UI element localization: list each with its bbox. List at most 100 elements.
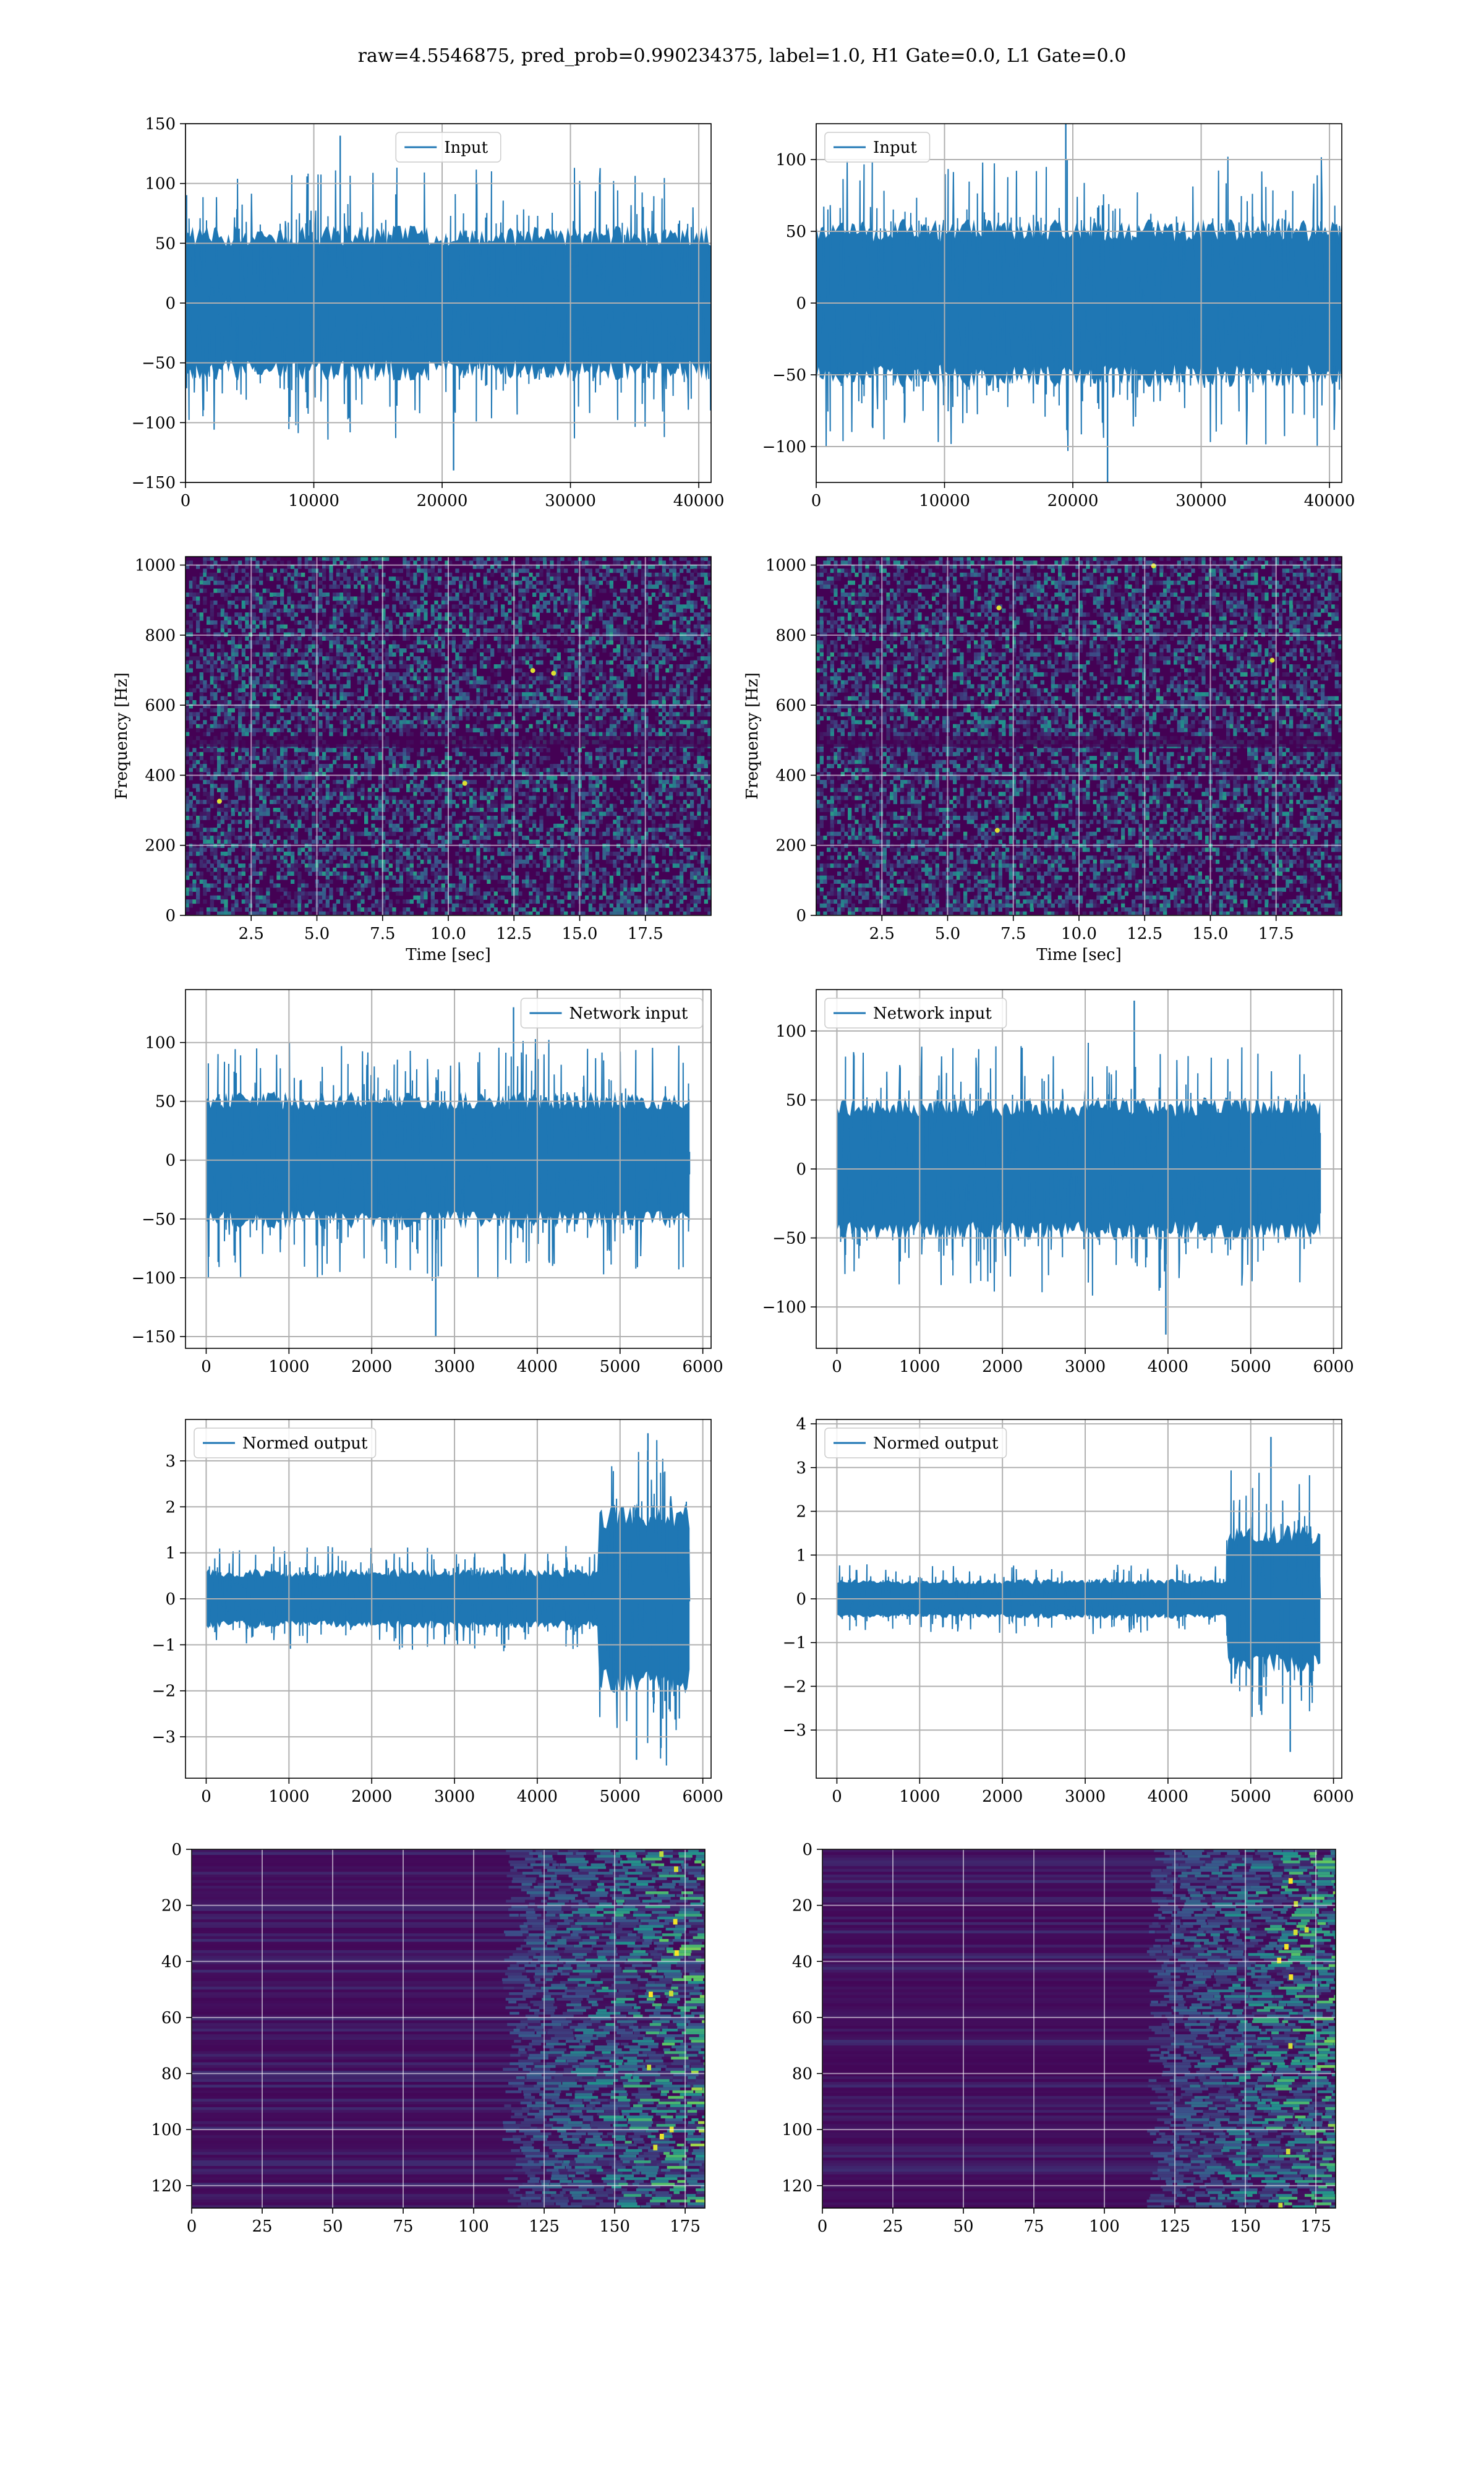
input-l1-ytick-label: 100 xyxy=(775,151,806,169)
feature-map-l1-ytick-label: 60 xyxy=(792,2009,812,2027)
input-h1-xtick-label: 40000 xyxy=(673,492,725,510)
spectrogram-l1-xtick-label: 5.0 xyxy=(935,925,960,943)
normed-output-h1-ytick-label: 0 xyxy=(165,1590,176,1609)
feature-map-h1-ytick-label: 120 xyxy=(151,2177,182,2196)
input-h1-xtick-label: 30000 xyxy=(545,492,596,510)
input-l1-xtick-label: 0 xyxy=(811,492,822,510)
spectrogram-l1-xlabel: Time [sec] xyxy=(1036,946,1122,964)
normed-output-h1-xtick-label: 5000 xyxy=(600,1787,641,1806)
network-input-h1-legend-label: Network input xyxy=(569,1004,688,1023)
input-h1-ytick-label: −150 xyxy=(132,474,176,492)
normed-output-h1-ytick-label: −3 xyxy=(152,1728,176,1747)
normed-output-l1-xtick-label: 1000 xyxy=(899,1787,940,1806)
network-input-l1-xtick-label: 1000 xyxy=(899,1358,940,1376)
normed-output-l1-series-line xyxy=(836,1470,1321,1717)
feature-map-h1-panel: 0 25 50 75 100 125 150 175 0 20 40 60 80 100 120 xyxy=(151,1841,706,2236)
input-h1-xtick-label: 0 xyxy=(181,492,191,510)
network-input-l1-xtick-label: 3000 xyxy=(1065,1358,1106,1376)
input-h1-ytick-label: 150 xyxy=(145,115,176,134)
input-l1-ytick-label: −100 xyxy=(762,438,806,456)
input-l1-ytick-label: 0 xyxy=(796,294,806,313)
spectrogram-l1-ytick-label: 400 xyxy=(775,766,806,785)
network-input-h1-series-line xyxy=(205,1038,691,1282)
network-input-l1-grid xyxy=(816,990,1342,1348)
network-input-l1-xtick-label: 0 xyxy=(832,1358,842,1376)
input-l1-series-line xyxy=(816,156,1342,452)
network-input-h1-ytick-label: 50 xyxy=(155,1093,176,1111)
spectrogram-l1-xtick-label: 15.0 xyxy=(1193,925,1229,943)
feature-map-l1-xtick-label: 25 xyxy=(882,2217,903,2236)
network-input-l1-xtick-label: 2000 xyxy=(982,1358,1023,1376)
spectrogram-l1-xtick-label: 12.5 xyxy=(1127,925,1162,943)
spectrogram-l1-ytick-label: 200 xyxy=(775,837,806,855)
input-l1-grid xyxy=(816,124,1342,482)
feature-map-h1-xtick-label: 50 xyxy=(322,2217,343,2236)
input-h1-panel: 0 10000 20000 30000 40000 −150 −100 −50 0 50 100 15… xyxy=(132,115,725,510)
network-input-l1-xtick-label: 4000 xyxy=(1148,1358,1188,1376)
feature-map-l1-ytick-label: 80 xyxy=(792,2065,812,2084)
normed-output-h1-ytick-label: −1 xyxy=(152,1636,176,1654)
normed-output-h1-xtick-label: 6000 xyxy=(683,1787,723,1806)
spectrogram-h1-ytick-label: 1000 xyxy=(135,557,176,575)
feature-map-l1-xtick-label: 175 xyxy=(1300,2217,1331,2236)
spectrogram-l1-xtick-label: 17.5 xyxy=(1258,925,1294,943)
spectrogram-h1-xtick-label: 10.0 xyxy=(430,925,466,943)
spectrogram-h1-xtick-label: 2.5 xyxy=(239,925,264,943)
feature-map-l1-ytick-label: 0 xyxy=(802,1841,812,1859)
spectrogram-l1-ytick-label: 600 xyxy=(775,696,806,715)
input-l1-ytick-label: 50 xyxy=(786,223,806,241)
normed-output-l1-legend: Normed output xyxy=(824,1427,1007,1458)
network-input-h1-xtick-label: 1000 xyxy=(268,1358,309,1376)
input-l1-xtick-label: 20000 xyxy=(1047,492,1099,510)
normed-output-l1-xtick-label: 6000 xyxy=(1313,1787,1354,1806)
network-input-h1-xtick-label: 4000 xyxy=(517,1358,558,1376)
spectrogram-h1-xtick-label: 17.5 xyxy=(628,925,663,943)
spectrogram-l1-ytick-label: 1000 xyxy=(765,557,806,575)
feature-map-l1-xtick-label: 50 xyxy=(953,2217,973,2236)
spectrogram-h1-grid xyxy=(186,557,711,916)
normed-output-h1-ytick-label: −2 xyxy=(152,1682,176,1701)
spectrogram-l1-ylabel: Frequency [Hz] xyxy=(743,672,762,800)
feature-map-l1-axes-frame xyxy=(822,1849,1336,2209)
spectrogram-h1-xtick-label: 15.0 xyxy=(562,925,598,943)
normed-output-h1-ytick-label: 3 xyxy=(165,1452,176,1471)
feature-map-h1-xtick-label: 0 xyxy=(187,2217,197,2236)
normed-output-h1-grid xyxy=(186,1419,711,1778)
input-h1-ytick-label: 100 xyxy=(145,175,176,194)
spectrogram-l1-ytick-label: 0 xyxy=(796,907,806,925)
network-input-h1-panel: 0 1000 2000 3000 4000 5000 6000 −150 −100 −50 0 50 1… xyxy=(132,989,723,1376)
network-input-h1-xtick-label: 5000 xyxy=(600,1358,641,1376)
feature-map-h1-xtick-label: 175 xyxy=(670,2217,701,2236)
input-h1-ytick-label: 0 xyxy=(165,294,176,313)
network-input-l1-legend-label: Network input xyxy=(873,1004,992,1023)
network-input-h1-ytick-label: −100 xyxy=(132,1269,176,1288)
input-l1-ytick-label: −50 xyxy=(772,366,806,385)
normed-output-l1-xtick-label: 3000 xyxy=(1065,1787,1106,1806)
network-input-l1-ytick-label: 100 xyxy=(775,1022,806,1041)
network-input-h1-ytick-label: 0 xyxy=(165,1152,176,1170)
spectrogram-l1-xtick-label: 2.5 xyxy=(869,925,895,943)
normed-output-l1-ytick-label: 3 xyxy=(796,1459,806,1478)
network-input-l1-legend: Network input xyxy=(824,998,1007,1029)
spectrogram-h1-ylabel: Frequency [Hz] xyxy=(113,672,131,800)
input-h1-series-line xyxy=(186,168,711,441)
feature-map-h1-xtick-label: 25 xyxy=(252,2217,272,2236)
feature-map-h1-ytick-label: 0 xyxy=(171,1841,182,1859)
input-h1-ytick-label: 50 xyxy=(155,234,176,253)
spectrogram-l1-xtick-label: 7.5 xyxy=(1000,925,1026,943)
normed-output-l1-grid xyxy=(816,1419,1342,1778)
normed-output-l1-panel: 0 1000 2000 3000 4000 5000 6000 −3 −2 −1 0 1 2 3 4 Norm… xyxy=(783,1415,1354,1806)
input-l1-xtick-label: 40000 xyxy=(1304,492,1355,510)
input-l1-legend: Input xyxy=(824,132,931,163)
network-input-l1-xtick-label: 6000 xyxy=(1313,1358,1354,1376)
input-l1-xtick-label: 30000 xyxy=(1175,492,1227,510)
feature-map-l1-ytick-label: 120 xyxy=(782,2177,812,2196)
input-h1-legend: Input xyxy=(395,132,501,163)
feature-map-h1-xtick-label: 125 xyxy=(529,2217,560,2236)
feature-map-h1-ytick-label: 60 xyxy=(161,2009,182,2027)
normed-output-h1-xtick-label: 3000 xyxy=(434,1787,475,1806)
input-l1-legend-label: Input xyxy=(873,139,917,157)
normed-output-l1-legend-label: Normed output xyxy=(873,1434,999,1453)
normed-output-l1-xtick-label: 4000 xyxy=(1148,1787,1188,1806)
